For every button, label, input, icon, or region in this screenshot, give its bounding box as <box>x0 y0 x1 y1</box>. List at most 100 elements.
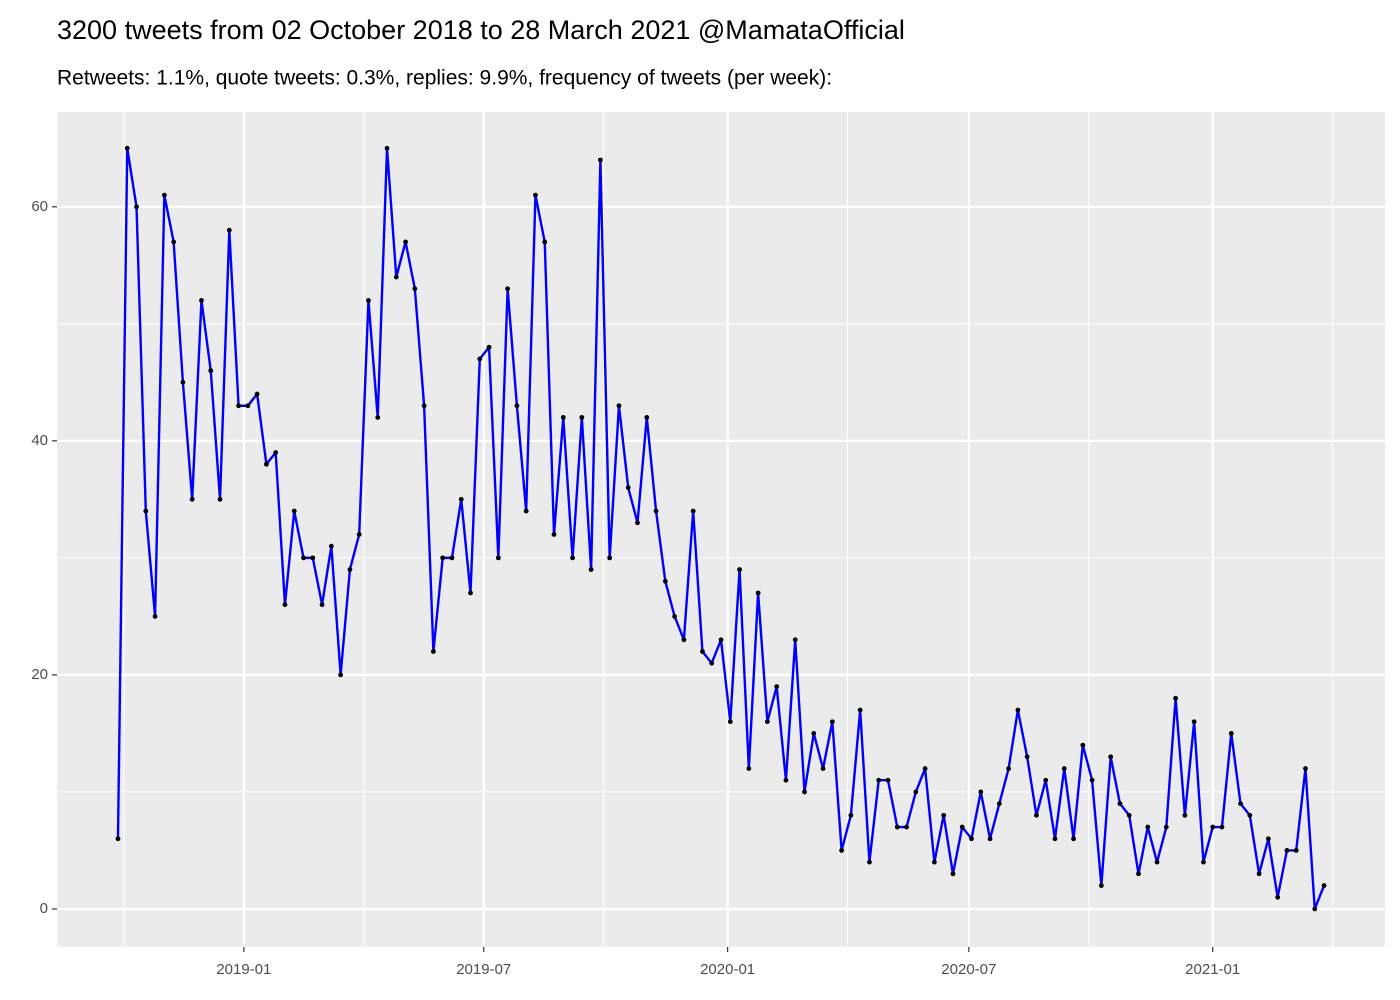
point <box>1108 754 1114 760</box>
point <box>189 496 195 502</box>
point <box>672 613 678 619</box>
point <box>1071 836 1076 842</box>
y-tick-label: 20 <box>31 666 48 683</box>
point <box>124 145 130 151</box>
point <box>449 555 455 561</box>
point <box>542 239 548 245</box>
point <box>412 286 418 292</box>
point <box>282 602 288 608</box>
point <box>338 672 344 678</box>
point <box>291 508 297 514</box>
point <box>644 415 650 420</box>
point <box>1154 859 1160 865</box>
point <box>1145 824 1151 830</box>
point <box>1015 707 1021 713</box>
point <box>440 555 446 561</box>
point <box>1163 824 1169 830</box>
point <box>486 344 492 350</box>
point <box>588 567 594 572</box>
point <box>551 532 557 537</box>
point <box>560 415 566 420</box>
point <box>226 227 232 233</box>
point <box>635 520 640 526</box>
point <box>681 637 687 643</box>
point <box>514 403 520 409</box>
point <box>774 684 780 690</box>
chart-subtitle: Retweets: 1.1%, quote tweets: 0.3%, repl… <box>57 67 832 90</box>
point <box>319 602 325 608</box>
point <box>829 719 835 725</box>
point <box>115 836 121 842</box>
point <box>217 496 223 502</box>
point <box>1219 824 1225 830</box>
point <box>811 731 817 736</box>
x-tick-label: 2020-01 <box>700 961 755 978</box>
point <box>839 848 845 853</box>
point <box>1098 883 1104 888</box>
chart-title: 3200 tweets from 02 October 2018 to 28 M… <box>57 15 905 45</box>
point <box>533 192 538 198</box>
point <box>393 274 399 280</box>
point <box>764 719 770 725</box>
point <box>959 824 965 830</box>
point <box>1061 766 1067 771</box>
point <box>690 508 696 514</box>
x-tick-label: 2019-07 <box>456 961 511 978</box>
point <box>755 590 761 596</box>
point <box>1321 883 1327 888</box>
point <box>495 555 501 561</box>
point <box>1284 848 1290 853</box>
point <box>1034 812 1039 818</box>
y-tick-label: 40 <box>31 432 48 449</box>
plot-panel <box>57 112 1385 947</box>
point <box>570 555 575 561</box>
point <box>922 766 928 771</box>
point <box>1006 766 1012 771</box>
point <box>171 239 177 245</box>
point <box>1247 812 1253 818</box>
point <box>1275 894 1281 900</box>
point <box>931 859 937 865</box>
point <box>1182 812 1188 818</box>
point <box>913 789 919 795</box>
point <box>347 567 353 572</box>
point <box>180 379 186 385</box>
point <box>597 157 603 163</box>
point <box>727 719 733 725</box>
point <box>737 567 742 572</box>
point <box>802 789 807 795</box>
point <box>885 777 891 783</box>
point <box>375 415 381 420</box>
point <box>1126 812 1132 818</box>
point <box>245 403 251 409</box>
point <box>468 590 473 596</box>
point <box>1136 871 1141 877</box>
x-tick-label: 2021-01 <box>1185 961 1240 978</box>
point <box>199 298 204 303</box>
point <box>941 812 947 818</box>
point <box>328 543 334 549</box>
point <box>505 286 511 292</box>
point <box>384 145 390 151</box>
point <box>616 403 622 409</box>
point <box>477 356 483 362</box>
point <box>1265 836 1271 842</box>
point <box>236 403 241 409</box>
point <box>607 555 613 561</box>
point <box>1312 906 1318 912</box>
point <box>1238 801 1243 807</box>
point <box>867 859 872 865</box>
point <box>301 555 306 561</box>
point <box>273 450 279 455</box>
point <box>579 415 585 420</box>
point <box>700 649 705 654</box>
y-tick-label: 0 <box>40 900 48 917</box>
point <box>152 613 158 619</box>
point <box>894 824 900 830</box>
point <box>310 555 316 561</box>
point <box>366 298 371 303</box>
point <box>143 508 149 514</box>
point <box>709 660 715 666</box>
point <box>857 707 863 713</box>
